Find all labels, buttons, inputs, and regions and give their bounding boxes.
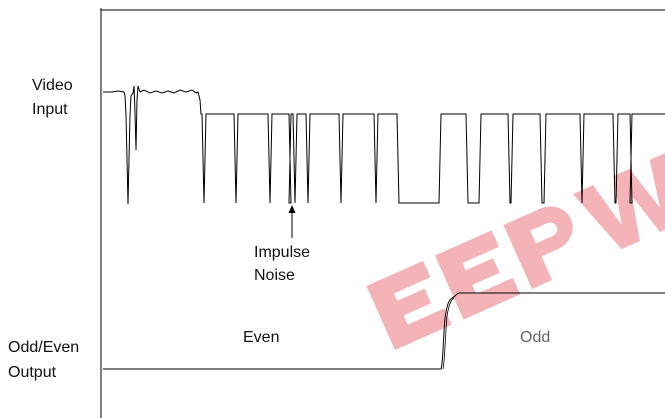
video-input-label-line2: Input [32,101,68,118]
impulse-noise-arrow [288,205,296,238]
odd-even-output-label-line2: Output [8,364,57,381]
odd-even-output-edge-shadow [442,297,455,370]
odd-field-label: Odd [520,329,550,346]
odd-even-output-label-line1: Odd/Even [8,339,79,356]
eepw-watermark-logo [366,151,665,350]
impulse-noise-label-line2: Noise [254,267,295,284]
video-input-label-line1: Video [32,77,73,94]
impulse-noise-label-line1: Impulse [254,244,310,261]
odd-even-output-waveform [103,292,665,370]
even-field-label: Even [243,329,279,346]
video-input-waveform [103,85,665,205]
